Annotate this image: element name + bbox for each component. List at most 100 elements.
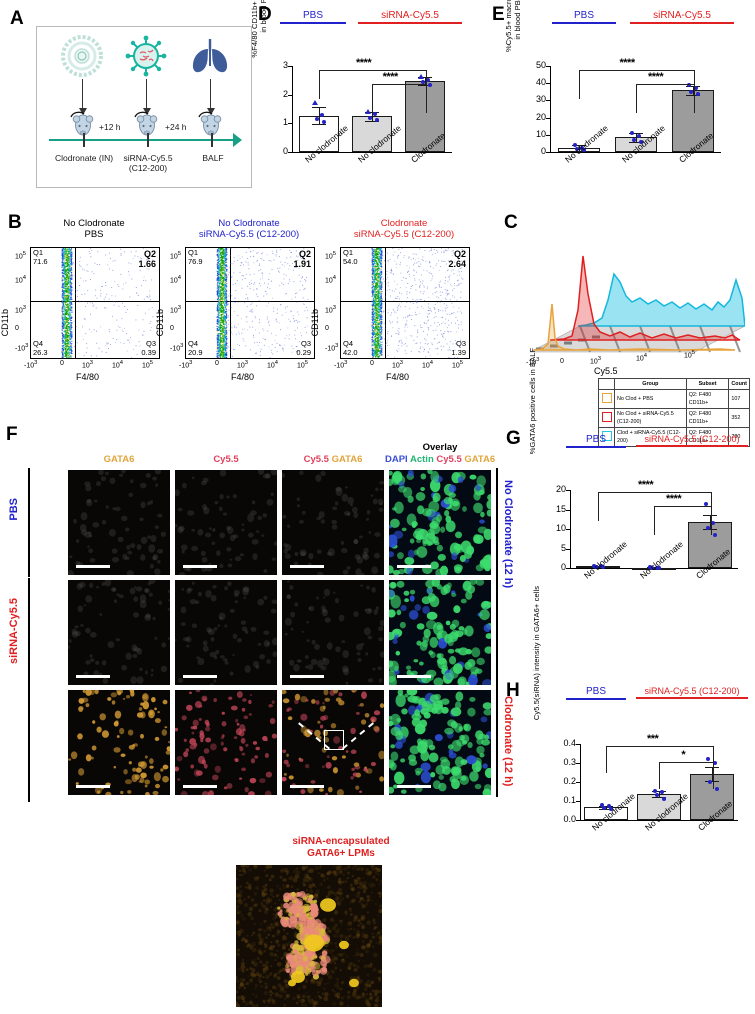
error-cap [311,123,326,125]
error-bar [659,791,660,797]
flow-plot-title-line2: siRNA-Cy5.5 (C12-200) [198,229,300,240]
quadrant-label-q4: Q4 20.9 [188,339,203,357]
table-header: Count [728,378,750,390]
scale-bar [397,565,431,568]
y-tick-mark [546,100,550,102]
flow-x-tick: 103 [237,360,249,370]
panel-h-group-pbs-label: PBS [585,686,606,697]
timeline-tick-3 [211,133,213,147]
panel-c-histogram [520,240,746,360]
y-tick-mark [566,548,570,550]
data-point [693,86,698,91]
flow-scatter-cloud [216,248,309,358]
data-point [657,565,661,570]
error-cap [311,107,326,109]
panel-h-chart: 0.0 0.1 0.2 0.3 0.4 No clodronate No clodronat… [540,718,744,860]
y-tick-label: 5 [560,542,566,553]
significance-label: **** [382,71,399,83]
y-tick-mark [288,152,292,153]
y-tick-label: 0 [540,146,546,156]
y-tick-label: 0.4 [563,738,576,748]
panel-c-xtick-1: -103 [526,357,540,367]
panel-g-chart: 0 5 10 15 20 No clodronate No clodronate Clodro… [534,466,744,608]
data-point [607,804,612,809]
panel-e-letter: E [492,4,505,25]
flow-y-axis-label: CD11b [0,309,10,337]
panel-e-group-pbs-underline [552,22,616,24]
significance-label: **** [648,71,664,83]
data-point [707,780,712,784]
flow-x-axis-label: F4/80 [231,372,255,382]
data-point [594,564,598,569]
error-cap [652,791,666,793]
arrow-down-3 [206,79,215,115]
data-point [712,761,717,765]
micrograph-r3-c3 [282,690,384,795]
significance-bracket [606,746,714,773]
micrograph-r3-c2 [175,690,277,795]
data-point [638,139,643,144]
data-point [662,796,666,801]
error-cap [571,144,586,146]
y-tick-mark [546,117,550,119]
column-header-cy5-5-gata6: Cy5.5 GATA6 [303,454,363,465]
flow-y-tick: 0 [15,325,19,332]
error-cap [647,567,661,569]
table-cell-subset: Q2: F480 CD11b+ [685,408,730,428]
micrograph-r1-c2 [175,470,277,575]
step-caption-2a: siRNA-Cy5.5 [123,153,173,163]
panel-h-group-sirna-underline [636,697,748,699]
flow-scatter-cloud [61,248,154,358]
scale-bar [290,565,324,568]
flow-x-tick: 103 [392,360,404,370]
data-point [600,803,605,808]
y-tick-label: 2 [282,88,288,99]
y-tick-mark [546,83,550,85]
data-point [704,502,708,507]
micrograph-r1-c1 [68,470,170,575]
table-cell-group: No Clod + PBS [614,389,687,409]
flow-y-tick: 103 [170,305,182,315]
panel-d-group-pbs-underline [280,22,346,24]
y-tick-label: 0.0 [563,814,576,824]
step-caption-1: Clodronate (IN) [54,153,114,163]
inset-caption: siRNA-encapsulated GATA6+ LPMs [248,836,434,860]
row-bracket-right [496,688,498,797]
error-cap [652,796,666,798]
y-tick-mark [566,509,570,511]
data-point [428,83,433,88]
y-tick-mark [566,529,570,530]
quadrant-label-q4: Q4 26.3 [33,339,48,357]
panel-c-xtick-2: 0 [560,358,564,365]
data-point [714,786,719,791]
error-bar [635,132,637,143]
panel-b-letter: B [8,212,22,233]
y-axis-line [570,490,572,568]
flow-x-tick: 105 [452,360,464,370]
error-bar [578,144,580,152]
timeline-axis [49,139,237,141]
panel-d-group-sirna-label: siRNA-Cy5.5 [381,10,439,21]
micrograph-r2-c2 [175,580,277,685]
micrograph-r1-c3 [282,470,384,575]
column-header-gata6: GATA6 [103,454,135,465]
y-tick-mark [546,152,550,153]
table-cell-count: 107 [728,389,750,409]
quadrant-horizontal-line [341,300,469,302]
y-tick-label: 50 [535,60,546,70]
flow-x-tick: 104 [112,360,124,370]
quadrant-label-q3: Q3 0.39 [141,339,156,357]
error-cap [703,514,717,516]
significance-label: *** [647,733,659,745]
error-cap [628,132,643,134]
y-tick-mark [576,801,580,802]
quadrant-label-q4: Q4 42.0 [343,339,358,357]
flow-y-tick: 103 [15,305,27,315]
y-tick-label: 20 [535,111,546,122]
data-point [688,89,693,94]
step-caption-2b: (C12-200) [128,163,168,173]
panel-g-group-sirna-underline [636,445,748,447]
flow-plot-title-line2: PBS [84,229,104,240]
table-header: Subset [685,378,730,390]
x-category-label: No clodronate [582,538,629,581]
